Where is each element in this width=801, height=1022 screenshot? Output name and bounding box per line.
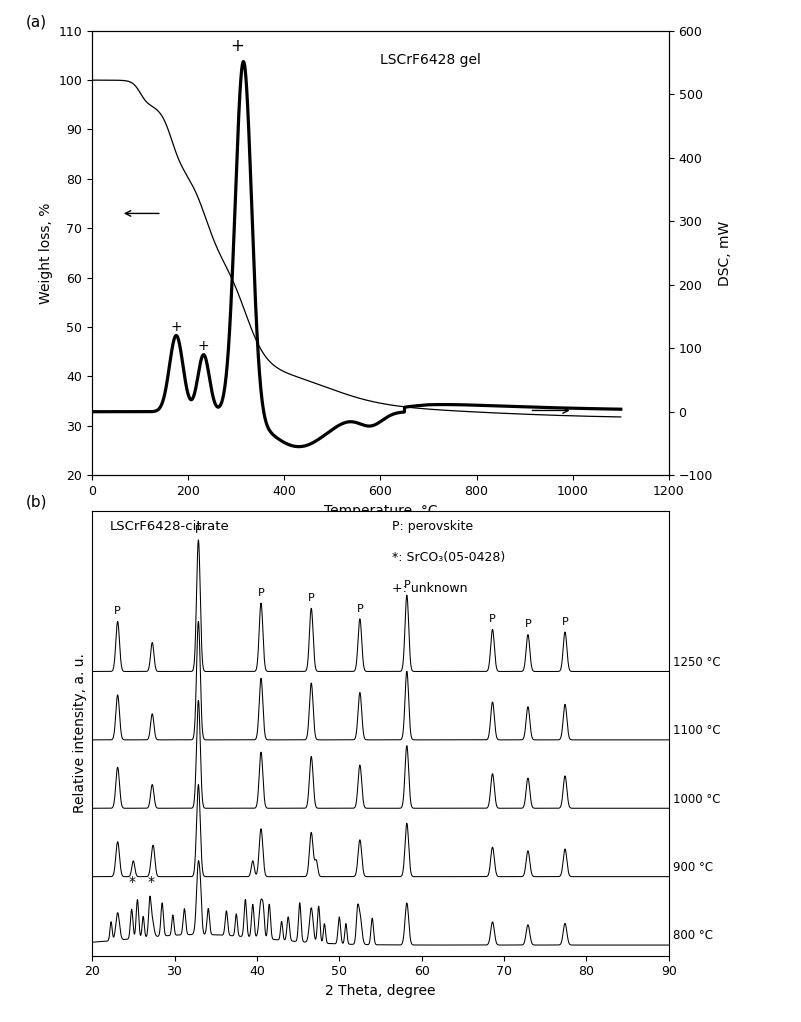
Y-axis label: DSC, mW: DSC, mW: [718, 221, 732, 285]
Text: (a): (a): [26, 14, 47, 30]
Text: LSCrF6428-citrate: LSCrF6428-citrate: [110, 520, 229, 532]
Text: P: P: [562, 616, 569, 626]
Text: 1000 °C: 1000 °C: [673, 793, 720, 805]
Text: +: unknown: +: unknown: [392, 583, 468, 595]
Text: *: SrCO₃(05-0428): *: SrCO₃(05-0428): [392, 551, 505, 564]
Text: +: +: [171, 320, 182, 334]
X-axis label: Temperature, °C: Temperature, °C: [324, 504, 437, 517]
Text: P: P: [404, 579, 410, 590]
Text: 1100 °C: 1100 °C: [673, 725, 721, 737]
Text: LSCrF6428 gel: LSCrF6428 gel: [380, 53, 481, 66]
Text: P: P: [489, 614, 496, 624]
Text: +: +: [198, 339, 209, 354]
Text: P: P: [115, 606, 121, 616]
Text: (b): (b): [26, 495, 47, 510]
Text: P: P: [525, 619, 531, 630]
Y-axis label: Relative intensity, a. u.: Relative intensity, a. u.: [73, 653, 87, 814]
Text: 900 °C: 900 °C: [673, 861, 713, 874]
Text: 800 °C: 800 °C: [673, 929, 713, 942]
Text: *: *: [148, 875, 155, 889]
Text: P: P: [258, 588, 264, 598]
Y-axis label: Weight loss, %: Weight loss, %: [39, 202, 53, 304]
X-axis label: 2 Theta, degree: 2 Theta, degree: [325, 984, 436, 997]
Text: P: P: [195, 524, 202, 535]
Text: P: P: [308, 593, 315, 603]
Text: 1250 °C: 1250 °C: [673, 656, 721, 668]
Text: +: +: [231, 38, 244, 55]
Text: P: P: [356, 604, 363, 613]
Text: *: *: [129, 875, 136, 889]
Text: P: perovskite: P: perovskite: [392, 520, 473, 532]
